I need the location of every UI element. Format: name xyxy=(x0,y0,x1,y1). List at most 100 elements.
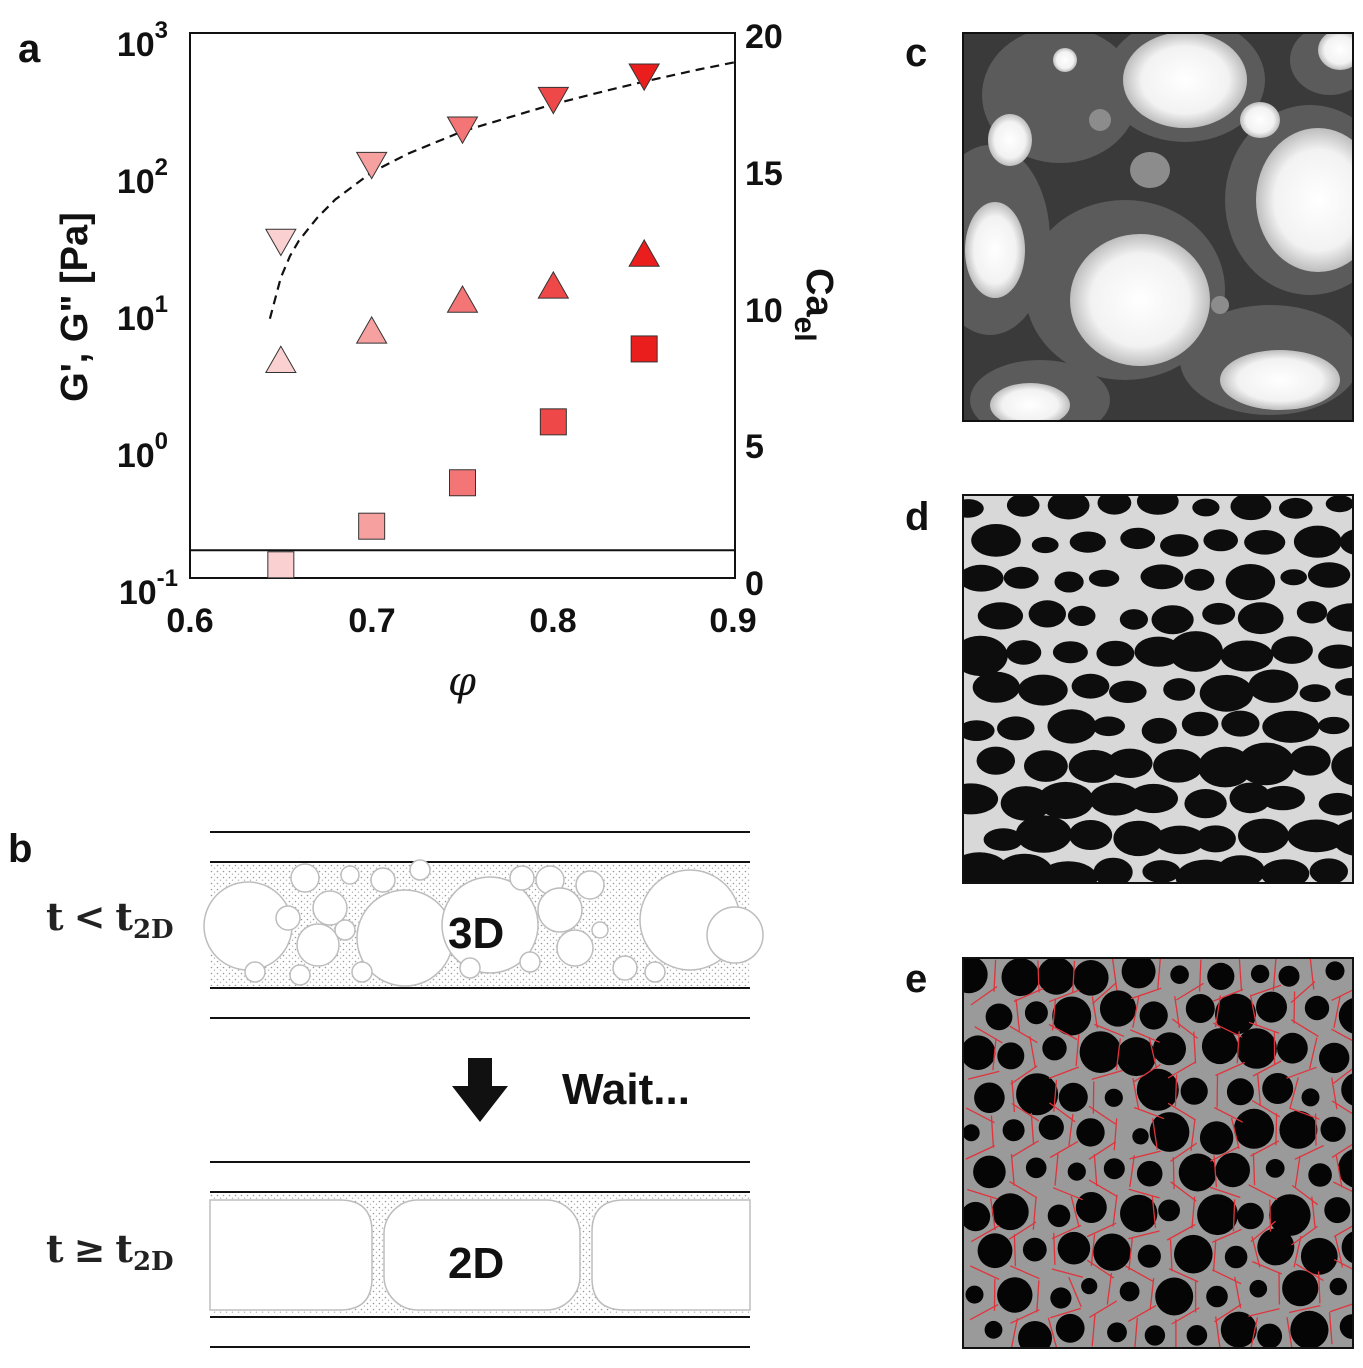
square-marker xyxy=(449,469,476,497)
foam-cell xyxy=(1293,525,1342,558)
cell-boundary xyxy=(1086,1222,1117,1238)
foam-cell xyxy=(1154,825,1206,855)
foam-cell xyxy=(991,1193,1029,1231)
foam-cell xyxy=(1237,742,1295,786)
cell-boundary xyxy=(1250,1140,1280,1157)
cell-boundary xyxy=(1290,1019,1319,1037)
cell-boundary xyxy=(1333,1181,1353,1193)
foam-cell xyxy=(1331,746,1353,786)
foam-cell xyxy=(1052,641,1088,664)
y-tick-label: 103 xyxy=(117,17,168,64)
time-condition-top: t < t2D xyxy=(46,894,174,945)
foam-cell xyxy=(1257,1228,1295,1266)
cell-boundary xyxy=(1013,987,1044,1003)
foam-cell xyxy=(995,853,1054,883)
foam-cell xyxy=(1329,1277,1348,1296)
cell-boundary xyxy=(1331,1100,1353,1115)
foam-cell xyxy=(1325,961,1345,981)
y2-tick-label: 10 xyxy=(745,292,783,330)
foam-cell xyxy=(1339,1314,1353,1339)
foam-cell xyxy=(1047,709,1097,744)
foam-cell xyxy=(1192,498,1220,517)
cell-boundary xyxy=(1133,1063,1161,1083)
cell-boundary xyxy=(1151,1196,1157,1228)
cell-boundary xyxy=(1252,1153,1256,1186)
cell-boundary xyxy=(1111,958,1118,991)
foam-cell xyxy=(963,635,1008,677)
foam-cell xyxy=(1279,497,1313,519)
cell-boundary xyxy=(1068,1277,1082,1308)
cell-boundary xyxy=(1213,988,1244,1002)
foam-cell xyxy=(1248,669,1299,703)
cell-boundary xyxy=(1335,1155,1343,1188)
cell-boundary xyxy=(1191,1196,1196,1229)
panel-b: b 3D t < t2D Wait... xyxy=(8,827,764,1348)
foam-cell xyxy=(1185,994,1215,1023)
micrograph-d-frame xyxy=(962,494,1354,884)
cell-boundary xyxy=(1088,1179,1117,1197)
cell-boundary xyxy=(1249,994,1258,1027)
bubble xyxy=(312,890,348,926)
bubble xyxy=(340,865,360,885)
cell-boundary xyxy=(1252,1060,1282,1077)
cell-boundary xyxy=(1088,1141,1117,1160)
cell-boundary xyxy=(1013,1234,1017,1267)
cell-boundary xyxy=(1212,1239,1217,1272)
foam-cell xyxy=(1256,991,1287,1023)
panel-d: d xyxy=(905,494,1354,884)
foam-cell xyxy=(1038,1114,1064,1140)
bubble xyxy=(244,961,266,983)
cell-boundary xyxy=(1048,1023,1078,1041)
foam-cell xyxy=(1093,1233,1131,1271)
foam-cell xyxy=(1018,1321,1052,1348)
cell-boundary xyxy=(1289,1107,1320,1120)
foam-cell xyxy=(1073,960,1109,996)
cell-boundary xyxy=(1089,1300,1118,1318)
foam-cell xyxy=(1076,1118,1105,1147)
foam-cell xyxy=(1151,605,1194,635)
foam-cell xyxy=(1269,1194,1311,1236)
x-tick-label: 0.7 xyxy=(348,602,395,640)
foam-cell xyxy=(1237,602,1284,635)
bubble xyxy=(575,870,605,900)
bubble xyxy=(644,961,666,983)
foam-cell xyxy=(1308,1163,1332,1187)
foam-cell xyxy=(1163,678,1196,701)
foam-cell xyxy=(1260,859,1310,883)
foam-cell xyxy=(1058,1082,1088,1112)
cell-boundary xyxy=(1175,982,1204,1001)
foam-cell xyxy=(1271,636,1313,664)
y-tick-label: 101 xyxy=(117,291,168,338)
foam-cell xyxy=(1068,749,1119,783)
foam-cell xyxy=(1107,1322,1127,1343)
foam-cell xyxy=(1318,716,1350,735)
cell-boundary xyxy=(1166,1223,1196,1241)
bubble xyxy=(334,919,356,941)
bubble xyxy=(612,955,638,981)
foam-cell xyxy=(1050,1287,1072,1309)
foam-cell xyxy=(1121,958,1156,989)
cell-boundary xyxy=(1091,1069,1123,1081)
cell-boundary xyxy=(1030,1112,1035,1145)
foam-cell xyxy=(1132,1128,1149,1145)
cell-boundary xyxy=(1053,1232,1056,1265)
foam-cell xyxy=(1000,786,1051,821)
cell-boundary xyxy=(1009,1181,1038,1199)
foam-cell xyxy=(1277,1032,1308,1064)
bubble xyxy=(537,887,583,933)
triangle-down-marker xyxy=(264,228,297,257)
y-tick-label: 102 xyxy=(117,154,168,201)
foam-cell xyxy=(1180,1077,1208,1105)
cell-boundary xyxy=(1128,1188,1160,1199)
cell-boundary xyxy=(1051,1224,1082,1240)
foam-cell xyxy=(1103,1158,1125,1180)
cell-boundary xyxy=(1048,989,1080,1003)
foam-cell xyxy=(1318,644,1353,669)
y2-tick-label: 0 xyxy=(745,565,764,603)
foam-cell xyxy=(1069,531,1106,553)
foam-cell xyxy=(1136,1068,1179,1111)
foam-cell xyxy=(1024,750,1068,782)
foam-cell xyxy=(1307,562,1351,588)
foam-cell xyxy=(1093,857,1133,883)
